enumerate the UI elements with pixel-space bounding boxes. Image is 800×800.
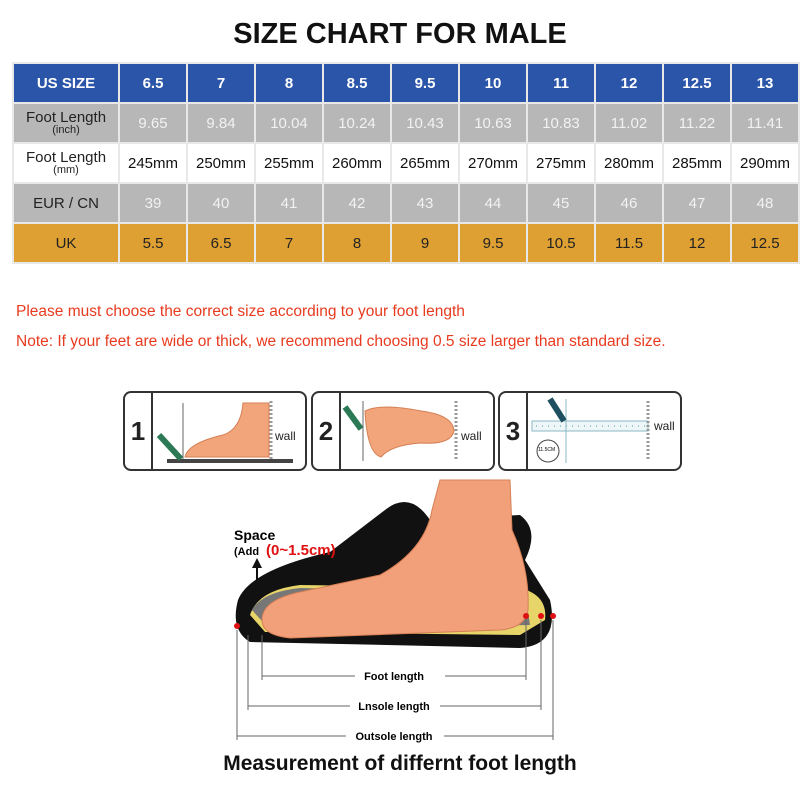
table-cell: 285mm (662, 142, 732, 184)
step-number: 3 (500, 393, 528, 469)
table-cell: 8.5 (322, 62, 392, 104)
caption: Measurement of differnt foot length (223, 752, 577, 775)
step-2-panel: 2 wall (311, 391, 495, 471)
table-row: Foot Length (inch) 9.65 9.84 10.04 10.24 10.43… (12, 102, 800, 144)
table-cell: 12 (662, 222, 732, 264)
outsole-length-label: Outsole length (356, 731, 433, 743)
wall-label: wall (275, 429, 296, 443)
table-cell: 9.5 (390, 62, 460, 104)
table-row: UK 5.5 6.5 7 8 9 9.5 10.5 11.5 12 12.5 (12, 222, 800, 264)
wide-feet-note: Note: If your feet are wide or thick, we… (16, 333, 666, 350)
table-cell: 9.65 (118, 102, 188, 144)
table-cell: 47 (662, 182, 732, 224)
page-title: SIZE CHART FOR MALE (233, 18, 567, 50)
table-row: Foot Length (mm) 245mm 250mm 255mm 260mm 265mm… (12, 142, 800, 184)
step-number: 1 (125, 393, 153, 469)
table-cell: 250mm (186, 142, 256, 184)
add-label: (Add (234, 546, 259, 558)
size-chart-table: US SIZE 6.5 7 8 8.5 9.5 10 11 12 12.5 13 Foot Lengt… (12, 62, 800, 264)
table-cell: 11 (526, 62, 596, 104)
wall-label: wall (654, 419, 675, 433)
table-cell: 6.5 (186, 222, 256, 264)
foot-icon (261, 479, 529, 639)
shoe-measurement-diagram: Foot length Lnsole length Outsole length… (234, 479, 556, 744)
table-cell: 260mm (322, 142, 392, 184)
row-sublabel: (mm) (53, 164, 79, 176)
table-cell: 40 (186, 182, 256, 224)
step-number: 2 (313, 393, 341, 469)
table-cell: 7 (186, 62, 256, 104)
step-3-panel: 3 11.5CM wall (498, 391, 682, 471)
table-cell: 7 (254, 222, 324, 264)
table-cell: 245mm (118, 142, 188, 184)
table-cell: 10.63 (458, 102, 528, 144)
table-cell: 43 (390, 182, 460, 224)
foot-length-label: Foot length (364, 671, 424, 683)
foot-side-icon (156, 401, 293, 463)
row-label: EUR / CN (12, 182, 120, 224)
table-cell: 10.5 (526, 222, 596, 264)
step-1-panel: 1 wall (123, 391, 307, 471)
table-cell: 39 (118, 182, 188, 224)
table-cell: 10.04 (254, 102, 324, 144)
table-cell: 48 (730, 182, 800, 224)
row-label: Foot Length (inch) (12, 102, 120, 144)
wall-label: wall (461, 429, 482, 443)
table-cell: 9 (390, 222, 460, 264)
table-cell: 5.5 (118, 222, 188, 264)
row-label-text: UK (55, 234, 77, 252)
ruler-icon (531, 397, 650, 463)
space-label: Space (234, 527, 275, 543)
table-cell: 12 (594, 62, 664, 104)
table-row: US SIZE 6.5 7 8 8.5 9.5 10 11 12 12.5 13 (12, 62, 800, 104)
range-label: (0~1.5cm) (266, 542, 336, 559)
row-label-text: EUR / CN (33, 194, 99, 212)
table-cell: 10.43 (390, 102, 460, 144)
table-cell: 270mm (458, 142, 528, 184)
table-cell: 10.83 (526, 102, 596, 144)
row-label-text: Foot Length (25, 149, 107, 166)
arrow-up-icon (252, 558, 262, 568)
table-cell: 9.5 (458, 222, 528, 264)
table-cell: 10.24 (322, 102, 392, 144)
table-cell: 11.02 (594, 102, 664, 144)
row-label: Foot Length (mm) (12, 142, 120, 184)
table-cell: 12.5 (662, 62, 732, 104)
table-cell: 42 (322, 182, 392, 224)
row-label-text: US SIZE (36, 74, 96, 92)
table-cell: 11.41 (730, 102, 800, 144)
table-cell: 255mm (254, 142, 324, 184)
table-cell: 290mm (730, 142, 800, 184)
ruler-mark: 11.5CM (538, 447, 556, 453)
row-label: UK (12, 222, 120, 264)
size-note: Please must choose the correct size acco… (16, 303, 465, 320)
table-cell: 280mm (594, 142, 664, 184)
table-cell: 41 (254, 182, 324, 224)
table-cell: 8 (322, 222, 392, 264)
table-row: EUR / CN 39 40 41 42 43 44 45 46 47 48 (12, 182, 800, 224)
foot-top-icon (342, 401, 458, 461)
table-cell: 13 (730, 62, 800, 104)
table-cell: 265mm (390, 142, 460, 184)
table-cell: 12.5 (730, 222, 800, 264)
table-cell: 11.5 (594, 222, 664, 264)
table-cell: 9.84 (186, 102, 256, 144)
table-cell: 10 (458, 62, 528, 104)
table-cell: 45 (526, 182, 596, 224)
table-cell: 46 (594, 182, 664, 224)
table-cell: 11.22 (662, 102, 732, 144)
table-cell: 44 (458, 182, 528, 224)
row-label: US SIZE (12, 62, 120, 104)
table-cell: 8 (254, 62, 324, 104)
insole-length-label: Lnsole length (358, 701, 430, 713)
row-label-text: Foot Length (25, 109, 107, 126)
table-cell: 275mm (526, 142, 596, 184)
table-cell: 6.5 (118, 62, 188, 104)
row-sublabel: (inch) (52, 124, 80, 136)
